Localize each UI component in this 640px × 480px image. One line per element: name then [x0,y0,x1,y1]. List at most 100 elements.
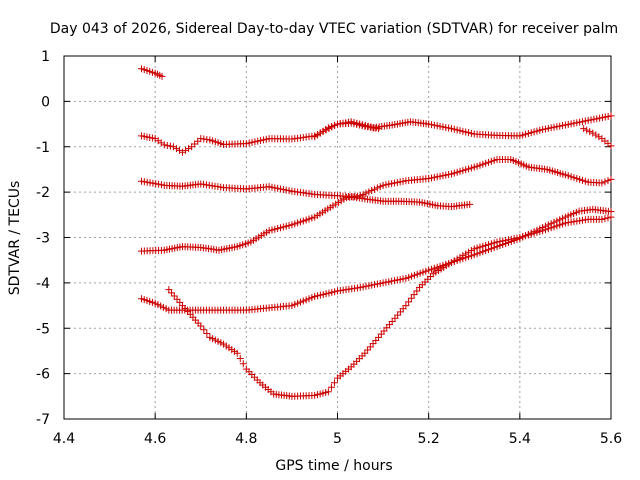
data-point [567,120,575,128]
data-point [473,162,481,170]
data-point [453,168,461,176]
data-point [294,299,302,307]
y-tick-label: -4 [36,276,50,292]
data-point [314,292,322,300]
data-point [422,267,430,275]
data-point [484,246,492,254]
data-point [459,255,467,263]
data-point [430,173,438,181]
data-point [359,283,367,291]
data-point [362,282,370,290]
data-point [433,173,441,181]
data-point [459,167,467,175]
data-point [453,257,461,265]
data-point [236,355,244,362]
data-point [544,221,552,229]
data-point [325,289,333,297]
data-point [408,272,416,280]
data-point [579,118,587,126]
data-point [388,277,396,285]
data-point [390,277,398,285]
data-point [470,245,478,253]
data-point [299,217,307,225]
series-track-4 [137,155,615,255]
data-point [200,326,208,334]
data-point [282,222,290,230]
data-point [433,122,441,130]
data-point [596,114,604,122]
data-point [490,156,498,164]
data-point [242,140,250,148]
data-point [137,177,145,185]
data-point [482,247,490,255]
data-point [430,121,438,129]
data-point [493,243,501,251]
data-point [308,214,316,222]
data-point [462,254,470,262]
data-point [365,188,373,196]
data-point [467,164,475,172]
data-point [308,294,316,302]
data-point [522,232,530,240]
data-point [533,127,541,135]
data-point [157,181,165,189]
data-point [365,282,373,290]
series-track-6 [165,205,615,400]
data-point [197,322,205,330]
data-point [513,235,521,243]
data-point [496,242,504,250]
data-point [405,273,413,281]
series-track-3 [137,177,474,211]
data-point [416,269,424,277]
data-point [328,288,336,296]
data-point [388,180,396,188]
data-point [203,330,211,338]
data-point [271,184,279,192]
data-point [305,295,313,303]
data-point [553,123,561,131]
data-point [402,274,410,282]
data-point [305,215,313,223]
data-point [607,112,615,120]
data-point [291,300,299,308]
data-point [279,186,287,194]
data-point [550,123,558,131]
data-point [570,119,578,127]
chart-title: Day 043 of 2026, Sidereal Day-to-day VTE… [50,21,618,37]
data-point [172,145,180,153]
data-point [564,120,572,128]
data-point [476,249,484,257]
data-point [373,280,381,288]
data-point [579,176,587,184]
data-point [467,252,475,260]
data-point [456,127,464,135]
data-point [595,133,603,141]
data-point [265,227,273,235]
data-point [322,290,330,298]
data-point [530,128,538,136]
data-point [479,248,487,256]
data-point [330,379,338,387]
data-point [331,288,339,296]
y-tick-label: 1 [41,49,50,65]
y-tick-label: -3 [36,231,50,247]
data-point [583,126,591,134]
data-point [539,126,547,134]
data-point [442,123,450,131]
data-point [598,114,606,122]
series-track-1 [137,65,166,80]
data-point [439,123,447,131]
data-point [393,178,401,186]
data-point [410,291,418,299]
data-point [510,236,518,244]
data-point [277,224,285,232]
data-point [376,279,384,287]
data-point [393,276,401,284]
data-point [146,179,154,187]
data-point [385,180,393,188]
data-point [581,177,589,185]
data-point [291,220,299,228]
data-point [590,115,598,123]
data-point [271,225,279,233]
